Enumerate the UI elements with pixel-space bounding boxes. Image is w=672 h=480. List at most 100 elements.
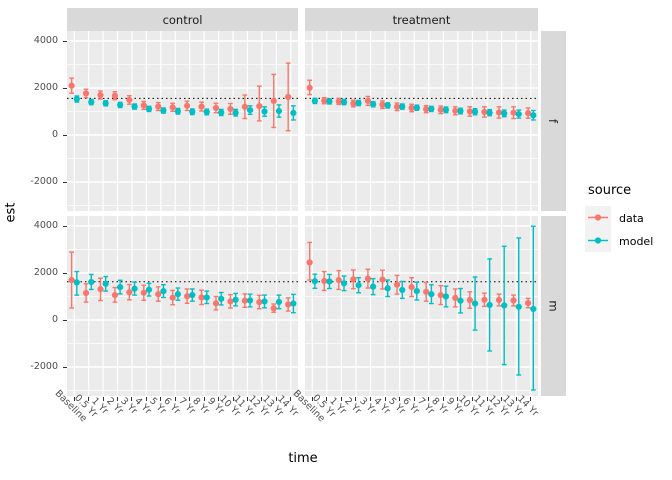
x-axis-tick [160,397,162,401]
x-axis-tick [145,397,147,401]
point-model [73,95,80,103]
point-model [174,291,181,298]
point-model [145,105,153,113]
facet-strip-m: m [541,216,566,396]
point-model [471,108,479,115]
point-model [88,278,95,286]
point-model [413,104,420,111]
x-axis-tick [457,397,459,401]
panel-plot-area [305,31,538,211]
point-model [501,302,508,309]
point-data [481,108,488,116]
point-model [428,105,435,113]
x-axis-tick [399,397,401,401]
panel-control-f [67,31,298,211]
point-data [140,289,147,296]
point-model [102,280,109,287]
facet-strip-m-label: m [546,300,561,312]
x-axis-tick [340,397,342,401]
legend-key-glyph-data [588,214,608,221]
point-model [131,285,138,292]
y-axis-tick-label: 4000 [33,35,58,46]
series-model [73,270,297,314]
x-axis-tick [501,397,503,401]
point-data [393,281,401,288]
x-axis-tick [218,397,220,401]
point-data [241,297,248,304]
point-model [355,282,362,289]
point-model [384,285,391,292]
point-data [379,101,386,108]
point-model [203,294,210,301]
point-model [413,287,420,295]
point-model [117,284,124,291]
series-data [306,79,532,120]
point-data [227,105,234,113]
point-model [370,283,377,290]
point-model [370,101,377,108]
point-data [184,293,191,300]
legend-key-data [585,206,611,229]
point-model [189,291,196,299]
y-axis-tick-label: -2000 [30,361,58,372]
point-data [306,259,313,266]
point-data [198,103,205,110]
panel-control-m [67,216,298,396]
y-axis-tick [62,319,67,321]
point-data [510,109,517,116]
y-axis-tick-label: 2000 [33,82,58,93]
x-axis-title: time [288,451,318,466]
point-model [486,109,493,116]
panel-plot-area [305,216,538,396]
y-axis-tick [62,181,67,183]
panel-plot-area [67,31,298,211]
point-model [457,107,464,115]
point-data [495,109,503,116]
series-model [311,225,537,391]
point-data [321,97,328,104]
point-data [423,106,430,113]
x-axis-tick [311,397,313,401]
x-axis-tick [530,397,532,401]
point-model [160,287,167,295]
series-data [68,62,292,132]
legend-title: source [588,183,632,198]
x-axis-tick [290,397,292,401]
facet-strip-treatment-label: treatment [392,12,451,27]
point-data [68,276,75,284]
point-model [399,286,406,294]
point-model [311,97,318,105]
point-model [218,109,225,116]
x-axis-tick [102,397,104,401]
point-model [515,303,522,310]
point-data [335,276,342,284]
point-data [227,298,234,305]
point-model [384,102,391,109]
point-data [510,297,517,304]
point-model [326,98,333,105]
point-data [437,291,444,299]
y-axis-tick-label: 2000 [33,267,58,278]
x-axis-tick [246,397,248,401]
legend-label-data: data [619,212,644,225]
x-axis-tick [73,397,75,401]
x-axis-tick [370,397,372,401]
point-model [311,278,318,285]
point-data [126,96,133,104]
point-data [184,102,191,109]
point-model [275,107,283,115]
point-data [140,102,147,109]
x-axis-tick [515,397,517,401]
point-data [525,110,532,117]
point-model [218,295,225,302]
y-axis-tick-label: 0 [51,314,58,325]
point-data [452,294,459,302]
facet-strip-control: control [67,8,298,31]
point-model [102,100,109,107]
point-data [256,299,263,306]
facet-strip-f-label: f [546,118,561,124]
legend-point [594,214,602,221]
point-data [126,289,133,296]
y-axis-tick-label: 4000 [33,220,58,231]
